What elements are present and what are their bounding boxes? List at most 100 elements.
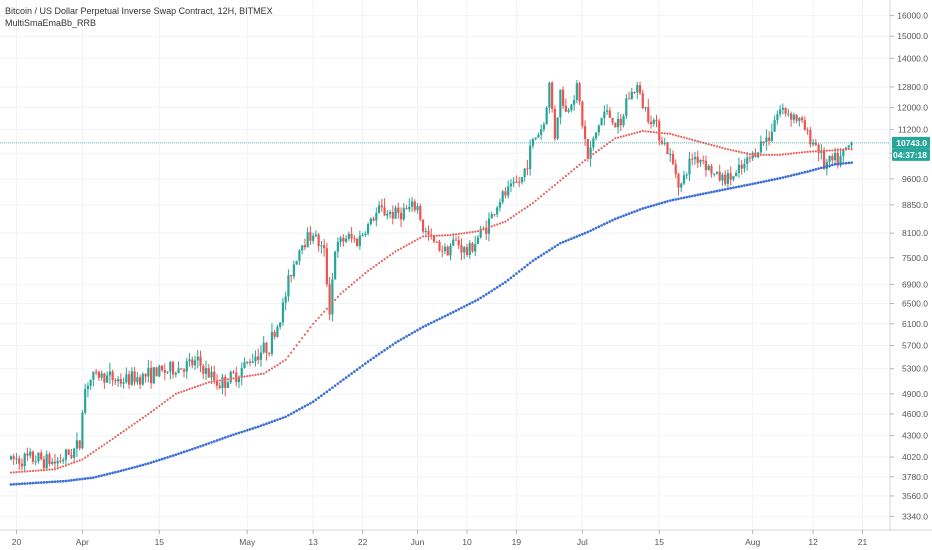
candle-body [518, 181, 521, 183]
ema-point [699, 140, 702, 144]
sma-point [116, 470, 120, 473]
candle-body [732, 176, 735, 180]
ema-point [674, 134, 677, 137]
y-tick-label: 3340.0 [902, 511, 928, 521]
ema-point [295, 344, 298, 347]
ema-point [402, 245, 405, 249]
candle-body [529, 145, 532, 170]
sma-point [298, 407, 301, 411]
candle-body [811, 142, 815, 145]
sma-point [635, 209, 639, 212]
sma-point [493, 287, 496, 291]
ema-point [122, 430, 125, 433]
sma-point [31, 481, 35, 485]
candle-body [369, 218, 372, 225]
candle-body [399, 212, 403, 220]
candle-body [204, 368, 208, 374]
candle-body [691, 158, 694, 160]
sma-point [732, 186, 735, 190]
ema-point [454, 233, 458, 236]
sma-point [479, 296, 483, 300]
sma-point [666, 200, 669, 203]
sma-point [819, 166, 823, 170]
candle-body [397, 207, 400, 213]
sma-point [402, 336, 406, 340]
candle-body [724, 174, 727, 184]
ema-point [149, 410, 153, 414]
sma-point [251, 427, 255, 430]
sma-point [800, 171, 804, 175]
candle-body [831, 155, 834, 161]
candle-body [644, 107, 647, 109]
candle-body [290, 275, 293, 277]
candle-body [559, 89, 562, 118]
sma-point [416, 328, 419, 332]
ema-point [317, 316, 320, 319]
candle-body [259, 352, 263, 360]
ema-point [383, 258, 386, 261]
x-tick-label: Jun [411, 537, 425, 547]
symbol-title[interactable]: Bitcoin / US Dollar Perpetual Inverse Sw… [5, 6, 273, 16]
candle-body [795, 114, 798, 121]
sma-point [509, 276, 513, 280]
candle-body [73, 448, 76, 458]
sma-point [655, 203, 658, 206]
price-axis[interactable]: 16000.0 15000.0 14000.0 12800.0 12000.0 11200… [889, 0, 930, 530]
ema-point [735, 150, 738, 153]
x-tick-label: 21 [858, 537, 868, 547]
candle-body [152, 367, 155, 384]
candle-body [364, 233, 367, 236]
sma-point [45, 480, 49, 484]
ema-point [12, 471, 15, 474]
time-axis[interactable]: 20 Apr 15 May 13 22 Jun 10 19 Jul 15 Aug 12 21 [0, 529, 932, 547]
ema-point [768, 153, 771, 156]
sma-point [839, 162, 842, 166]
sma-point [331, 386, 334, 390]
sma-point [168, 455, 172, 458]
sma-point [712, 190, 716, 193]
candle-body [702, 159, 705, 161]
ema-point [355, 278, 359, 282]
candle-body [685, 174, 688, 176]
ema-point [15, 471, 18, 474]
sma-point [679, 196, 683, 200]
sma-point [366, 360, 370, 363]
candle-body [20, 463, 24, 467]
candle-body [325, 248, 328, 285]
sma-point [548, 248, 551, 252]
ema-point [432, 234, 436, 237]
sma-point [413, 330, 417, 334]
ema-point [117, 433, 120, 437]
sma-point [270, 420, 274, 424]
sma-point [394, 341, 397, 345]
candle-body [240, 367, 243, 378]
candle-body [603, 111, 606, 119]
sma-point [608, 220, 612, 223]
ema-point [325, 307, 328, 310]
candle-body [641, 93, 644, 109]
candle-body [119, 379, 122, 384]
sma-point [100, 474, 103, 477]
sma-point [627, 212, 631, 216]
sma-point [114, 470, 117, 474]
sma-point [204, 443, 208, 446]
ema-point [152, 408, 155, 412]
sma-point [20, 482, 24, 486]
ema-point [680, 135, 683, 138]
sma-point [578, 233, 581, 237]
candle-body [564, 105, 567, 112]
ema-point [111, 437, 114, 440]
candle-body [735, 172, 738, 177]
sma-point [144, 462, 147, 466]
ema-point [141, 416, 144, 419]
candle-body [781, 107, 784, 110]
sma-point [526, 263, 529, 267]
candle-body [562, 89, 565, 106]
sma-line [9, 161, 853, 486]
indicator-title[interactable]: MultiSmaEmaBb_RRB [5, 18, 97, 28]
sma-point [177, 452, 180, 456]
candle-body [108, 371, 111, 376]
sma-point [756, 181, 760, 185]
sma-point [572, 236, 576, 239]
